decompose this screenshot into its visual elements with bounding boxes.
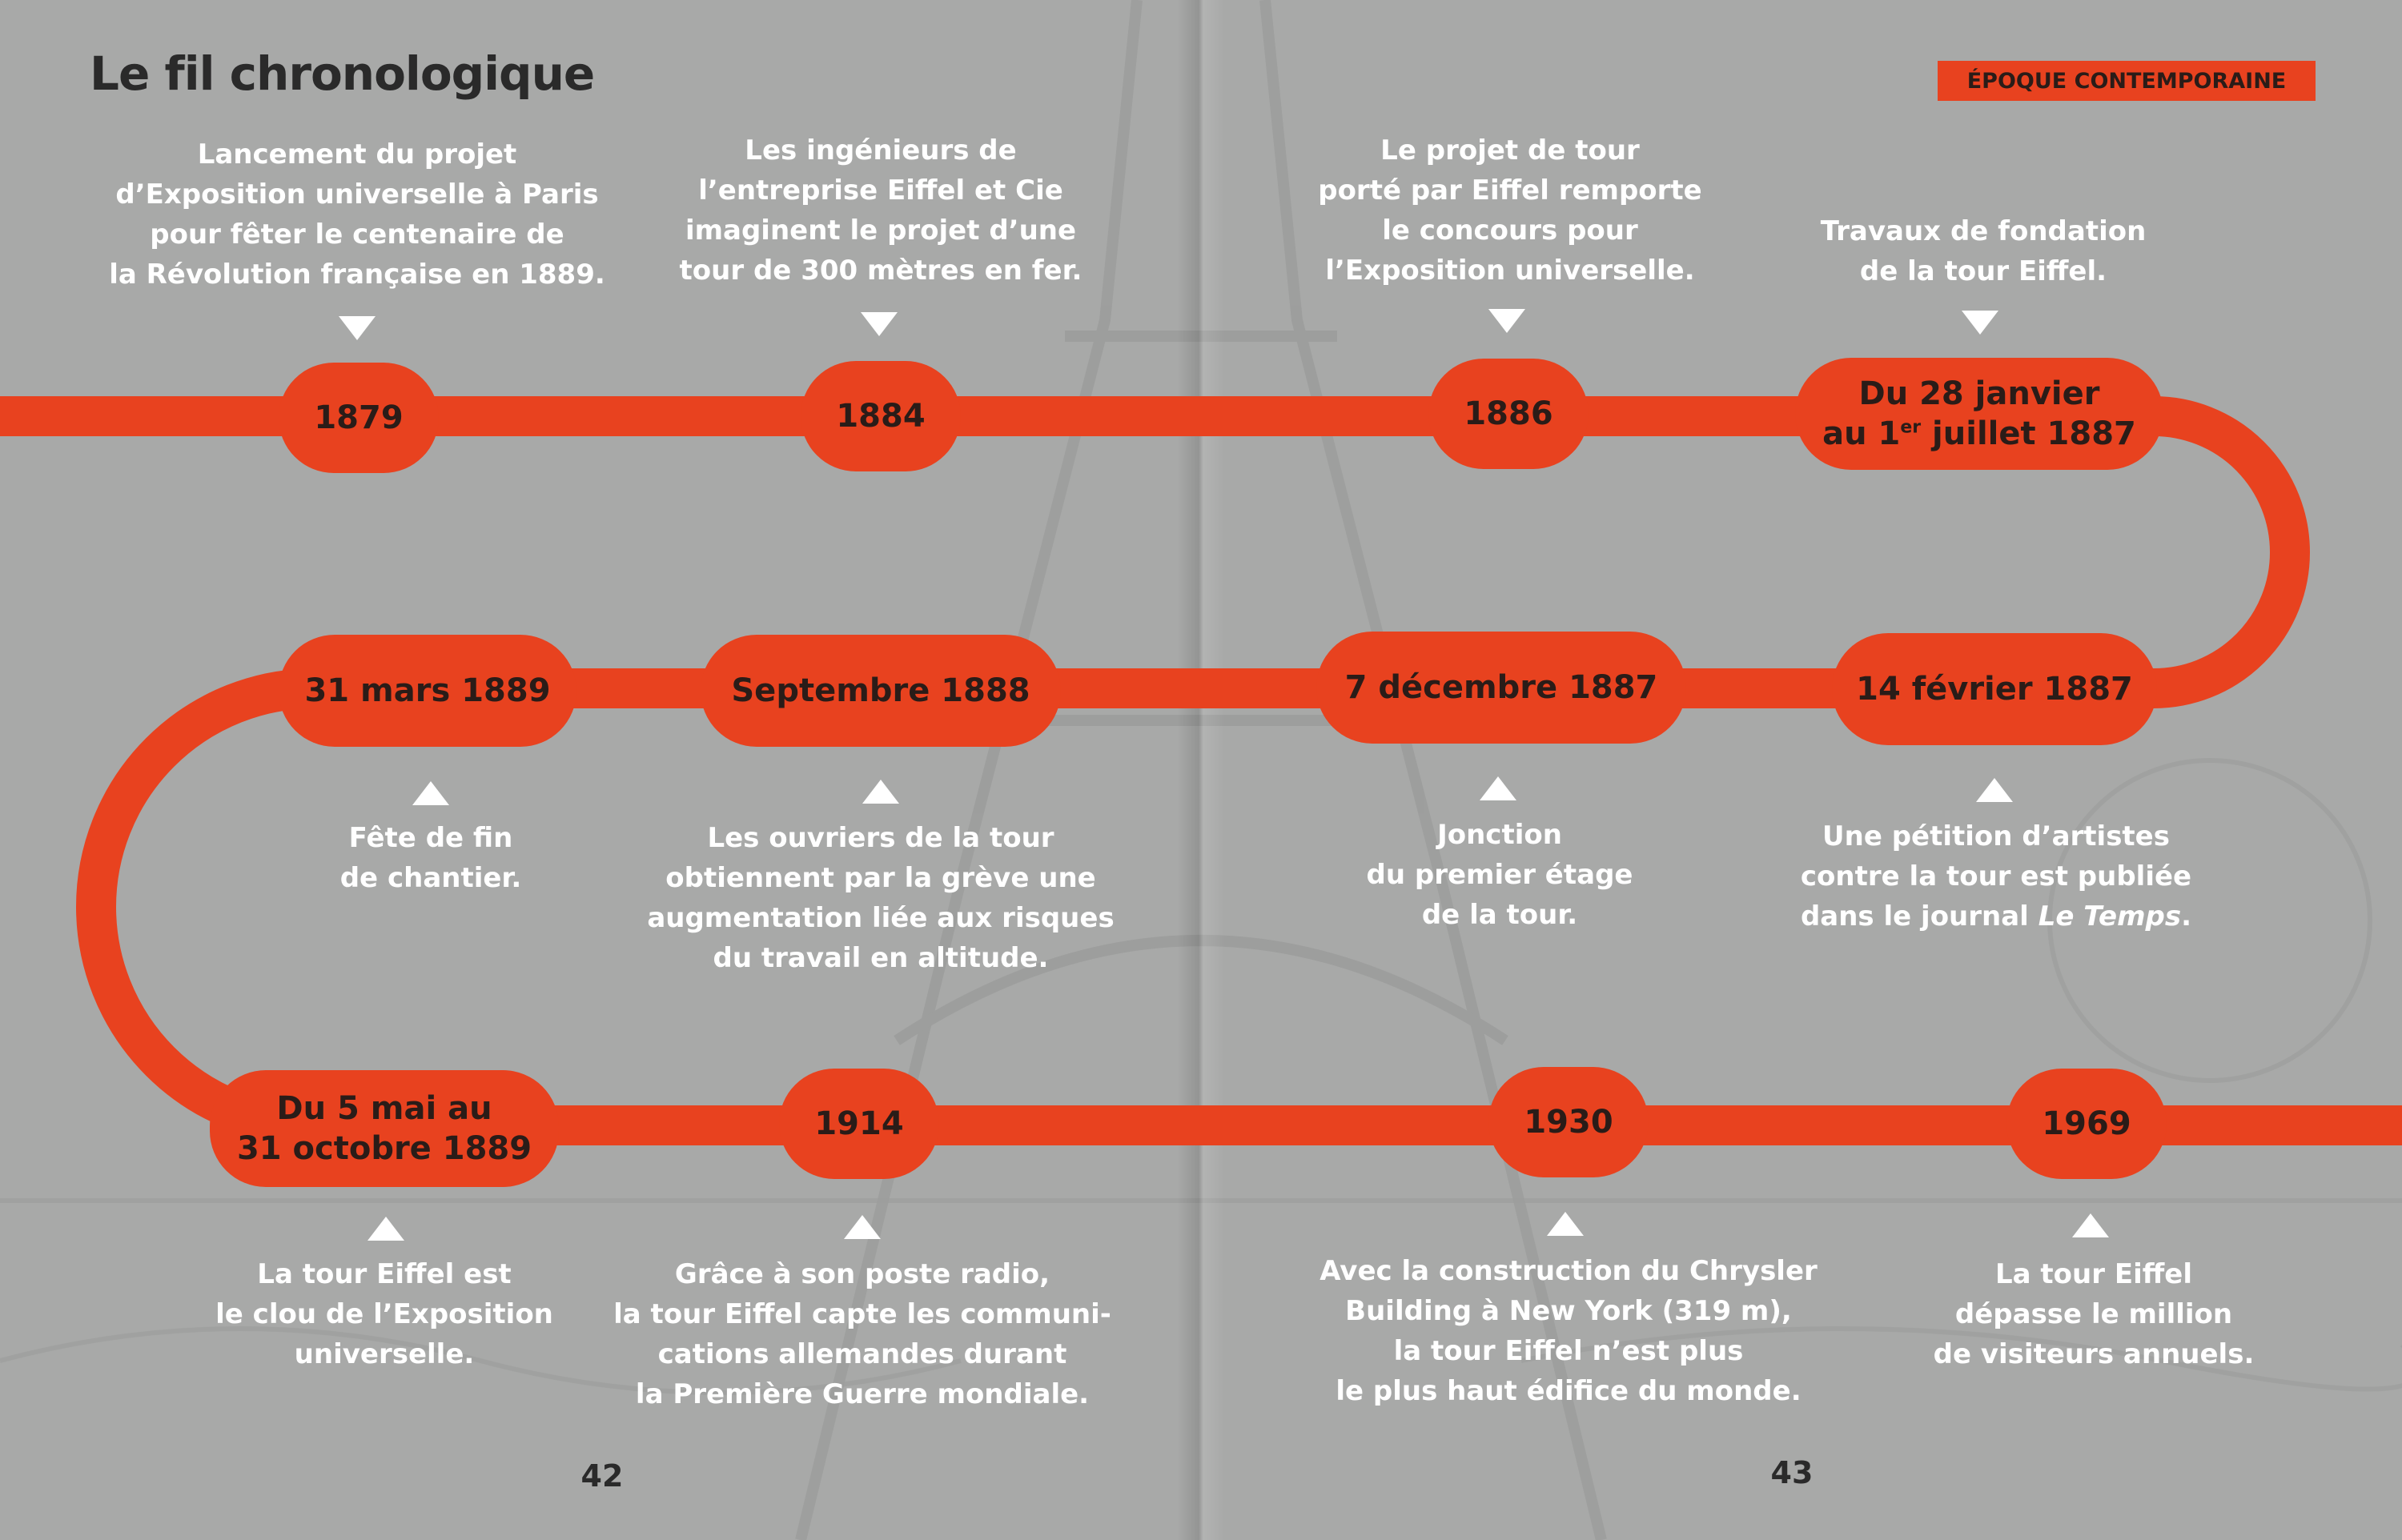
arrow-up-icon <box>862 780 899 804</box>
event-date-pill: Septembre 1888 <box>701 635 1061 747</box>
event-description: Grâce à son poste radio, la tour Eiffel … <box>613 1258 1111 1410</box>
event-date-pill: 7 décembre 1887 <box>1316 632 1686 744</box>
event-description: Jonction du premier étage de la tour. <box>1366 819 1633 931</box>
page-number-right: 43 <box>1770 1455 1814 1490</box>
date-text: juillet 1887 <box>1921 415 2136 452</box>
arrow-up-icon <box>412 781 449 805</box>
event-date-pill: Du 5 mai au 31 octobre 1889 <box>210 1070 559 1187</box>
event-date-pill: 1879 <box>279 363 439 473</box>
event-date-pill: 1969 <box>2006 1069 2167 1179</box>
event-date-pill: 1884 <box>801 361 961 471</box>
event-description: La tour Eiffel est le clou de l’Expositi… <box>215 1258 553 1370</box>
event-description: Travaux de fondation de la tour Eiffel. <box>1820 215 2147 287</box>
arrow-down-icon <box>339 316 376 340</box>
arrow-up-icon <box>844 1215 881 1239</box>
event-date-pill: 1914 <box>779 1069 939 1179</box>
arrow-up-icon <box>1976 778 2013 802</box>
event-date-pill: 1930 <box>1488 1067 1649 1177</box>
date-text: au 1 <box>1822 415 1901 452</box>
arrow-down-icon <box>1488 309 1525 333</box>
event-date-pill: 31 mars 1889 <box>279 635 576 747</box>
page-title: Le fil chronologique <box>90 46 595 101</box>
arrow-down-icon <box>1962 311 1998 335</box>
event-description: Avec la construction du Chrysler Buildin… <box>1319 1255 1818 1407</box>
arrow-up-icon <box>1480 776 1516 800</box>
event-date-pill: Du 28 janvier au 1er juillet 1887 <box>1795 358 2163 470</box>
arrow-up-icon <box>368 1217 404 1241</box>
event-date-pill: 14 février 1887 <box>1832 633 2157 745</box>
page-number-left: 42 <box>580 1458 624 1494</box>
event-description: Les ouvriers de la tour obtiennent par l… <box>647 822 1115 974</box>
date-line: au 1er juillet 1887 <box>1822 414 2136 454</box>
event-description: Les ingénieurs de l’entreprise Eiffel et… <box>679 134 1083 287</box>
date-superscript: er <box>1900 417 1922 438</box>
arrow-up-icon <box>1547 1212 1584 1236</box>
arrow-down-icon <box>861 312 898 336</box>
event-description: Lancement du projet d’Exposition univers… <box>109 138 605 291</box>
event-description: Le projet de tour porté par Eiffel rempo… <box>1318 134 1702 287</box>
date-line: Du 28 janvier <box>1858 375 2100 412</box>
description-text: Une pétition d’artistes contre la tour e… <box>1800 820 2192 932</box>
event-description: La tour Eiffel dépasse le million de vis… <box>1933 1258 2255 1370</box>
era-badge: ÉPOQUE CONTEMPORAINE <box>1938 61 2316 101</box>
arrow-up-icon <box>2072 1213 2109 1237</box>
book-gutter <box>1177 0 1225 1540</box>
description-text: . <box>2181 900 2192 932</box>
event-date-pill: 1886 <box>1428 359 1589 469</box>
event-description: Fête de fin de chantier. <box>339 822 522 894</box>
event-description: Une pétition d’artistes contre la tour e… <box>1740 816 2252 936</box>
newspaper-name: Le Temps <box>2038 900 2182 932</box>
